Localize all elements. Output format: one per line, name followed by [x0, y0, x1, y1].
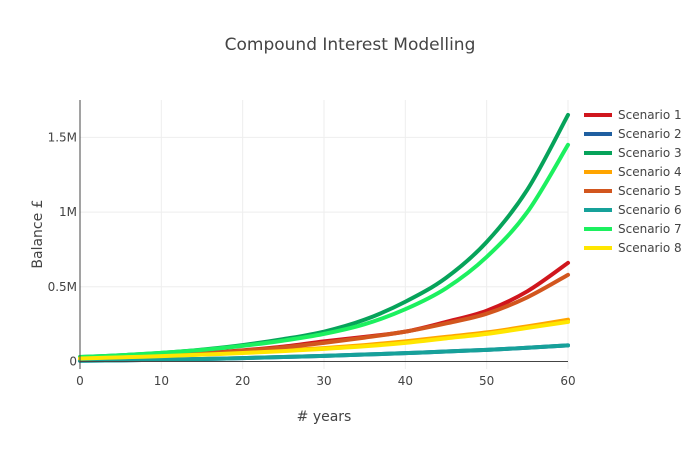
- x-tick-label: 60: [560, 374, 575, 388]
- x-tick-label: 30: [316, 374, 331, 388]
- y-axis-label: Balance £: [30, 199, 46, 268]
- y-tick-label: 1.5M: [48, 130, 77, 144]
- tick-labels: 0 10 20 30 40 50 60 0 0.5M 1M 1.5M: [48, 130, 576, 388]
- legend-label-scenario-5: Scenario 5: [618, 184, 682, 198]
- series-line-scenario-8: [78, 319, 570, 361]
- y-tick-label: 0.5M: [48, 280, 77, 294]
- legend-label-scenario-8: Scenario 8: [618, 241, 682, 255]
- x-tick-label: 10: [154, 374, 169, 388]
- x-axis-label: # years: [297, 409, 352, 425]
- legend-label-scenario-4: Scenario 4: [618, 165, 682, 179]
- y-tick-label: 0: [69, 355, 77, 369]
- series-line-scenario-7: [78, 142, 570, 360]
- x-tick-label: 40: [398, 374, 413, 388]
- legend-label-scenario-7: Scenario 7: [618, 222, 682, 236]
- x-tick-label: 0: [76, 374, 84, 388]
- y-tick-label: 1M: [59, 205, 77, 219]
- legend-label-scenario-2: Scenario 2: [618, 127, 682, 141]
- x-tick-label: 50: [479, 374, 494, 388]
- legend-label-scenario-1: Scenario 1: [618, 108, 682, 122]
- legend: Scenario 1 Scenario 2 Scenario 3 Scenario 4…: [584, 108, 682, 255]
- legend-label-scenario-3: Scenario 3: [618, 146, 682, 160]
- series-line-scenario-6: [78, 343, 570, 363]
- x-tick-label: 20: [235, 374, 250, 388]
- series-lines: [78, 112, 570, 363]
- legend-label-scenario-6: Scenario 6: [618, 203, 682, 217]
- chart-title: Compound Interest Modelling: [225, 35, 476, 55]
